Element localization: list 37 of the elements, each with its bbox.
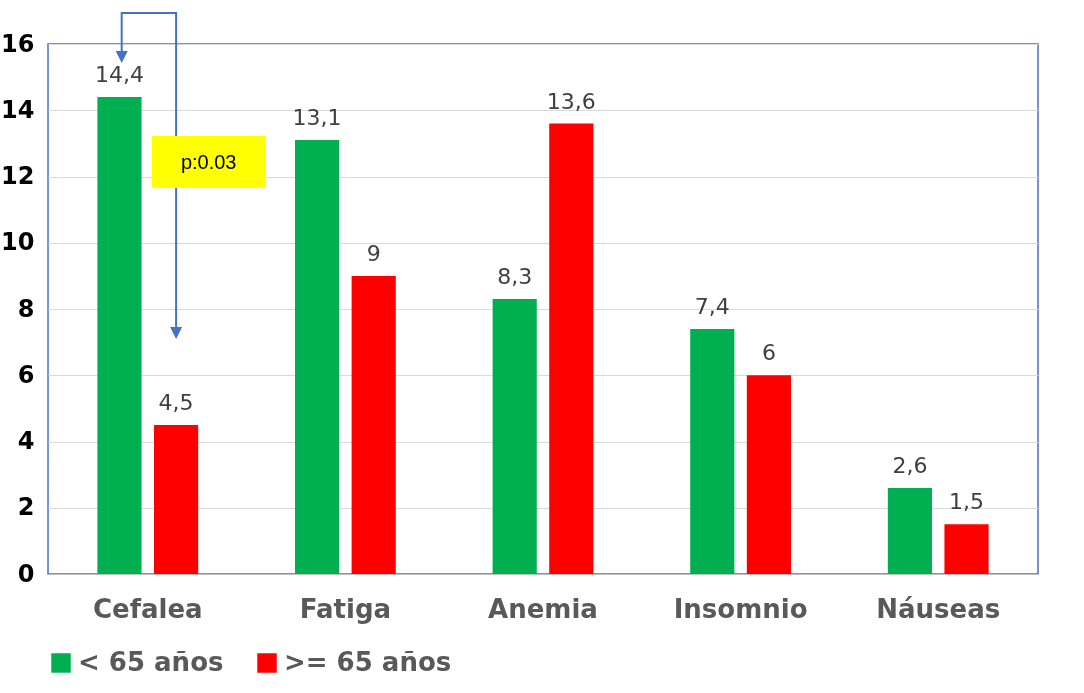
x-tick-label: Insomnio (673, 593, 808, 624)
bar (944, 524, 989, 574)
bar (295, 140, 340, 574)
x-tick-label: Cefalea (92, 593, 203, 624)
data-label: 6 (761, 340, 776, 366)
y-tick-label: 2 (17, 493, 35, 522)
bar (746, 375, 791, 574)
data-label: 7,4 (694, 293, 730, 319)
x-tick-label: Náuseas (876, 593, 1001, 624)
data-label: 4,5 (158, 389, 194, 415)
data-label: 1,5 (949, 489, 985, 515)
y-tick-label: 8 (17, 294, 35, 323)
data-label: 13,1 (292, 105, 342, 131)
y-tick-label: 10 (1, 228, 35, 257)
annotation: p:0.03 (180, 150, 237, 173)
bar (549, 123, 594, 574)
data-label: 2,6 (892, 452, 928, 478)
y-tick-label: 4 (17, 427, 35, 455)
data-label: 14,4 (94, 62, 144, 87)
y-tick-label: 16 (1, 29, 35, 58)
y-tick-label: 0 (17, 559, 35, 588)
bar (97, 97, 142, 574)
legend-label: < 65 años (78, 647, 224, 677)
bar (492, 299, 537, 574)
y-tick-label: 12 (1, 162, 35, 190)
x-tick-label: Anemia (488, 593, 598, 624)
data-label: 8,3 (497, 264, 533, 290)
bar (351, 275, 396, 574)
x-tick-label: Fatiga (299, 593, 392, 624)
bar (154, 424, 199, 574)
y-tick-label: 6 (17, 360, 35, 389)
data-label: 9 (366, 240, 381, 266)
y-tick-label: 14 (1, 95, 35, 124)
legend-label: >= 65 años (284, 647, 452, 677)
bar (887, 487, 932, 574)
bar (690, 328, 735, 574)
data-label: 13,6 (546, 88, 596, 114)
